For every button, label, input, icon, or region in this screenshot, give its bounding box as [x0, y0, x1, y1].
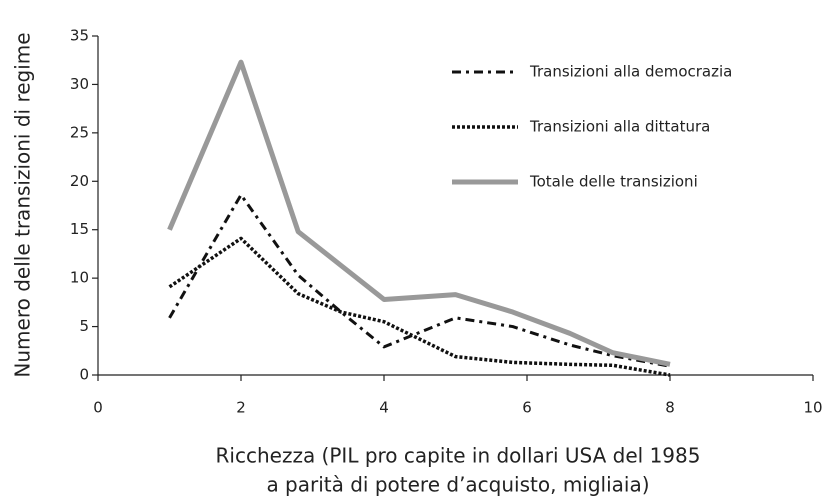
y-tick-label: 10 — [70, 269, 89, 287]
y-tick-label: 5 — [79, 317, 89, 335]
y-tick-label: 20 — [70, 172, 89, 190]
x-axis-label: a parità di potere d’acquisto, migliaia) — [266, 473, 649, 497]
x-tick-label: 2 — [236, 399, 246, 417]
series-line — [168, 236, 671, 377]
legend-label: Transizioni alla democrazia — [529, 63, 732, 81]
x-tick-label: 8 — [665, 399, 675, 417]
y-tick-label: 0 — [79, 366, 89, 384]
x-tick-label: 4 — [379, 399, 389, 417]
y-tick-label: 35 — [70, 27, 89, 45]
x-axis-label: Ricchezza (PIL pro capite in dollari USA… — [216, 444, 701, 468]
y-tick-label: 15 — [70, 220, 89, 238]
legend-label: Totale delle transizioni — [529, 173, 698, 191]
x-tick-label: 0 — [93, 399, 103, 417]
series-line — [167, 59, 671, 367]
y-tick-label: 30 — [70, 75, 89, 93]
series-line — [168, 193, 671, 368]
y-tick-label: 25 — [70, 123, 89, 141]
y-axis-label: Numero delle transizioni di regime — [11, 32, 35, 377]
x-tick-label: 6 — [522, 399, 532, 417]
x-tick-label: 10 — [803, 399, 822, 417]
legend-label: Transizioni alla dittatura — [529, 118, 710, 136]
